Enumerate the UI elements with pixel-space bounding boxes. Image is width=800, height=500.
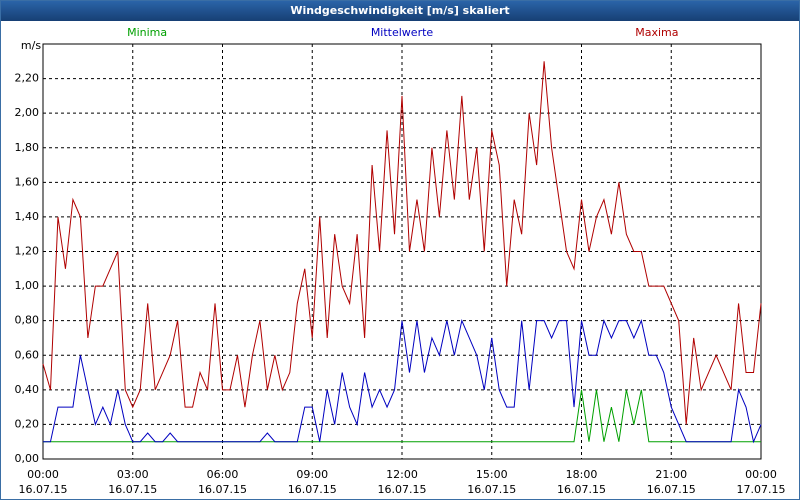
y-tick-label: 1,60 xyxy=(15,175,40,188)
x-tick-label: 09:00 xyxy=(296,468,328,481)
y-tick-label: 1,80 xyxy=(15,141,40,154)
y-tick-label: 2,00 xyxy=(15,106,40,119)
x-tick-label: 06:00 xyxy=(207,468,239,481)
x-tick-date: 16.07.15 xyxy=(378,483,427,496)
legend-label: Mittelwerte xyxy=(371,26,434,39)
y-unit: m/s xyxy=(21,39,41,52)
y-tick-label: 0,40 xyxy=(15,383,40,396)
x-tick-date: 17.07.15 xyxy=(737,483,786,496)
window-title: Windgeschwindigkeit [m/s] skaliert xyxy=(1,1,799,21)
legend-label: Minima xyxy=(127,26,167,39)
x-tick-label: 15:00 xyxy=(476,468,508,481)
y-tick-label: 1,20 xyxy=(15,245,40,258)
x-tick-label: 21:00 xyxy=(655,468,687,481)
y-tick-label: 0,80 xyxy=(15,314,40,327)
x-tick-label: 00:00 xyxy=(745,468,777,481)
x-tick-date: 16.07.15 xyxy=(198,483,247,496)
x-tick-date: 16.07.15 xyxy=(647,483,696,496)
chart: m/s 0,00 0,20 0,40 0,60 0,80 1,00 1,20 1,40 1,60… xyxy=(15,26,786,496)
x-tick-date: 16.07.15 xyxy=(557,483,606,496)
x-tick-date: 16.07.15 xyxy=(19,483,68,496)
x-tick-label: 18:00 xyxy=(566,468,598,481)
legend-label: Maxima xyxy=(635,26,678,39)
x-tick-date: 16.07.15 xyxy=(288,483,337,496)
data-line xyxy=(43,319,762,444)
y-tick-label: 2,20 xyxy=(15,72,40,85)
x-tick-label: 03:00 xyxy=(117,468,149,481)
y-tick-label: 0,60 xyxy=(15,348,40,361)
x-tick-label: 00:00 xyxy=(27,468,59,481)
y-tick-label: 1,00 xyxy=(15,279,40,292)
y-tick-label: 1,40 xyxy=(15,210,40,223)
x-tick-date: 16.07.15 xyxy=(467,483,516,496)
y-tick-label: 0,00 xyxy=(15,452,40,465)
y-tick-label: 0,20 xyxy=(15,417,40,430)
x-tick-label: 12:00 xyxy=(386,468,418,481)
x-tick-date: 16.07.15 xyxy=(108,483,157,496)
data-line xyxy=(42,61,762,425)
